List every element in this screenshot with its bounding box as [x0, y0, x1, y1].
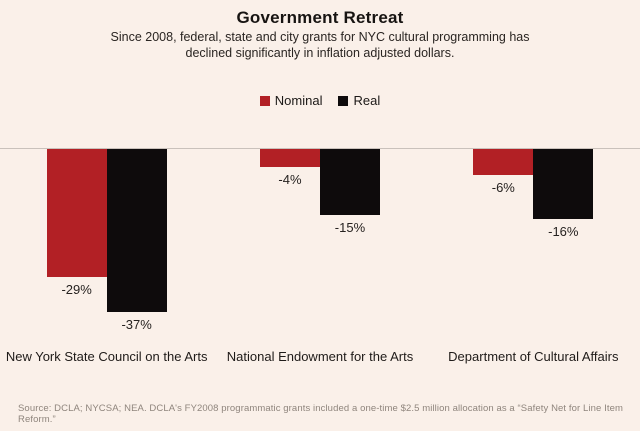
bar-pair: -4% -15%	[259, 149, 380, 312]
legend-label: Nominal	[274, 93, 323, 108]
bar-pair: -29% -37%	[46, 149, 167, 332]
bar-group: -6% -16%	[427, 149, 640, 312]
legend-swatch-icon	[338, 95, 349, 106]
source-note: Source: DCLA; NYCSA; NEA. DCLA's FY2008 …	[18, 403, 624, 425]
bar-pair: -6% -16%	[473, 149, 594, 312]
bar-value-label: -37%	[121, 317, 152, 332]
zero-baseline	[0, 148, 640, 149]
category-label: New York State Council on the Arts	[5, 349, 208, 364]
bar-value-label: -16%	[548, 224, 579, 239]
page-title: Government Retreat	[236, 8, 404, 27]
bar-real: -16%	[533, 149, 594, 239]
legend-item-real: Real	[338, 93, 380, 108]
bar-nominal: -4%	[259, 149, 320, 187]
category-label: Department of Cultural Affairs	[448, 349, 619, 364]
category-label: National Endowment for the Arts	[226, 349, 414, 364]
bar-groups: -29% -37% -4% -15% -6% -16%	[0, 149, 640, 332]
bar-value-label: -4%	[278, 172, 302, 187]
bar-value-label: -6%	[491, 180, 515, 195]
bar-group: -29% -37%	[0, 149, 213, 332]
legend-swatch-icon	[259, 95, 270, 106]
legend-item-nominal: Nominal	[259, 93, 323, 108]
bar-nominal: -29%	[46, 149, 107, 297]
bar-real: -15%	[319, 149, 380, 235]
bar-value-label: -29%	[61, 282, 92, 297]
chart-subtitle: Since 2008, federal, state and city gran…	[110, 30, 530, 60]
category-labels: New York State Council on the Arts Nation…	[0, 349, 640, 364]
bar-group: -4% -15%	[213, 149, 426, 312]
chart-legend: Nominal Real	[0, 93, 640, 108]
legend-label: Real	[353, 93, 381, 108]
bar-value-label: -15%	[334, 220, 366, 235]
bar-nominal: -6%	[473, 149, 534, 195]
bar-real: -37%	[106, 149, 167, 332]
